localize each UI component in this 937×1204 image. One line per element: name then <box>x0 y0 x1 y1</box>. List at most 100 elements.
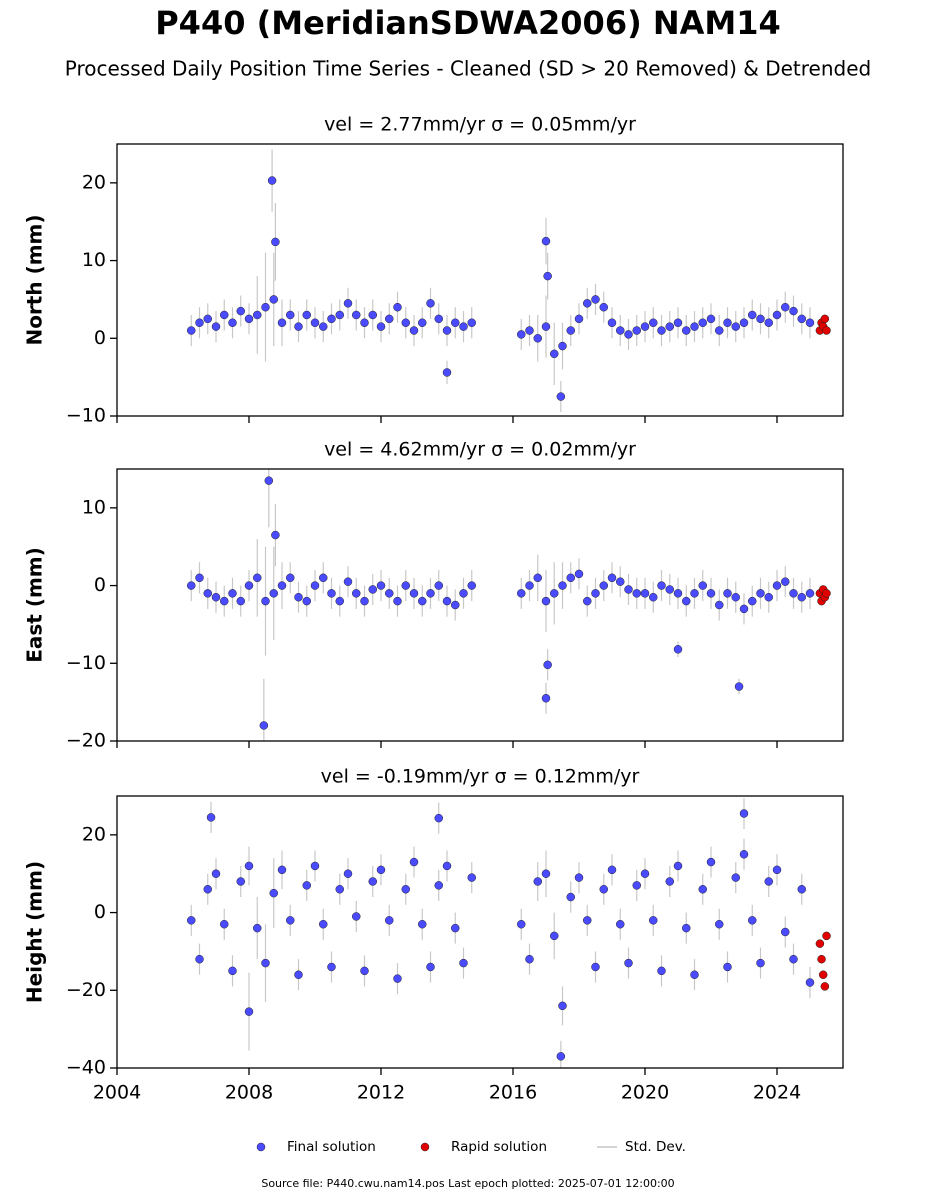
data-point <box>426 589 435 598</box>
data-point <box>649 318 658 327</box>
legend-marker <box>420 1142 430 1152</box>
data-point <box>731 322 740 331</box>
y-axis-label: Height (mm) <box>23 861 47 1003</box>
data-point <box>409 857 419 867</box>
y-axis-label: North (mm) <box>23 214 47 345</box>
data-point <box>459 958 468 968</box>
data-point <box>459 322 468 331</box>
data-point <box>756 958 765 968</box>
data-point <box>739 809 749 818</box>
data-point <box>418 919 427 929</box>
data-point <box>343 577 353 586</box>
panel-title: vel = 4.62mm/yr σ = 0.02mm/yr <box>324 439 636 461</box>
data-point <box>360 318 369 327</box>
figure-title: P440 (MeridianSDWA2006) NAM14 <box>155 4 781 42</box>
axes-frame <box>116 143 844 417</box>
legend-label: Std. Dev. <box>625 1139 686 1155</box>
y-axis-label: East (mm) <box>23 547 47 663</box>
data-point <box>220 919 229 929</box>
data-point <box>583 299 592 308</box>
legend-marker <box>256 1142 266 1152</box>
data-point <box>558 1001 567 1011</box>
data-point <box>657 326 666 335</box>
x-tick-label: 2016 <box>489 1082 537 1104</box>
data-point <box>418 318 427 327</box>
data-point <box>533 877 542 886</box>
data-point <box>739 604 749 614</box>
data-point <box>253 310 262 320</box>
data-point <box>690 970 699 979</box>
legend-label: Final solution <box>287 1139 376 1155</box>
data-point <box>698 318 707 327</box>
data-point <box>442 368 452 377</box>
data-point <box>706 589 716 598</box>
data-point <box>591 962 600 972</box>
y-tick-label: −10 <box>66 405 106 427</box>
data-point <box>541 322 551 331</box>
data-point <box>442 596 452 606</box>
data-point <box>815 939 825 948</box>
data-point <box>805 318 815 327</box>
data-point <box>574 314 584 324</box>
data-point <box>748 596 757 606</box>
data-point <box>706 857 716 867</box>
data-point <box>368 310 377 320</box>
data-point <box>393 596 402 606</box>
data-point <box>319 322 328 331</box>
data-point <box>294 970 303 979</box>
x-tick-label: 2004 <box>93 1082 141 1104</box>
panel-title: vel = 2.77mm/yr σ = 0.05mm/yr <box>324 114 636 136</box>
data-point <box>244 314 254 324</box>
data-point <box>640 869 650 878</box>
data-point <box>401 581 410 590</box>
data-point <box>543 660 552 670</box>
data-point <box>715 326 724 335</box>
data-point <box>558 341 567 351</box>
data-point <box>822 326 831 335</box>
axes-frame <box>116 795 844 1069</box>
data-point <box>640 322 650 331</box>
data-point <box>772 581 782 590</box>
data-point <box>517 330 526 339</box>
x-tick-label: 2012 <box>357 1082 405 1104</box>
data-point <box>525 954 534 964</box>
data-point <box>599 581 608 590</box>
data-point <box>543 271 552 281</box>
data-point <box>253 923 262 933</box>
data-point <box>343 869 353 878</box>
data-point <box>820 314 830 324</box>
data-point <box>756 314 765 324</box>
data-point <box>203 589 212 598</box>
data-point <box>525 326 534 335</box>
data-point <box>261 302 270 312</box>
data-point <box>723 589 732 598</box>
data-point <box>607 573 617 583</box>
data-point <box>271 237 280 247</box>
data-point <box>698 885 707 894</box>
data-point <box>624 330 633 339</box>
data-point <box>409 589 419 598</box>
data-point <box>261 596 270 606</box>
data-point <box>748 916 757 925</box>
data-point <box>805 978 815 987</box>
data-point <box>607 865 617 875</box>
plot-area <box>187 149 831 413</box>
data-point <box>451 318 460 327</box>
data-point <box>533 573 542 583</box>
data-point <box>426 299 435 308</box>
data-point <box>822 589 831 598</box>
data-point <box>310 861 320 871</box>
data-point <box>649 592 658 602</box>
data-point <box>797 314 806 324</box>
figure-subtitle: Processed Daily Position Time Series - C… <box>65 57 871 81</box>
data-point <box>541 596 551 606</box>
data-point <box>244 1007 254 1016</box>
data-point <box>665 585 674 594</box>
data-point <box>781 302 790 312</box>
data-point <box>673 861 683 871</box>
data-point <box>698 581 707 590</box>
data-point <box>335 885 344 894</box>
data-point <box>302 310 311 320</box>
data-point <box>616 326 625 335</box>
y-tick-label: −10 <box>66 652 106 674</box>
